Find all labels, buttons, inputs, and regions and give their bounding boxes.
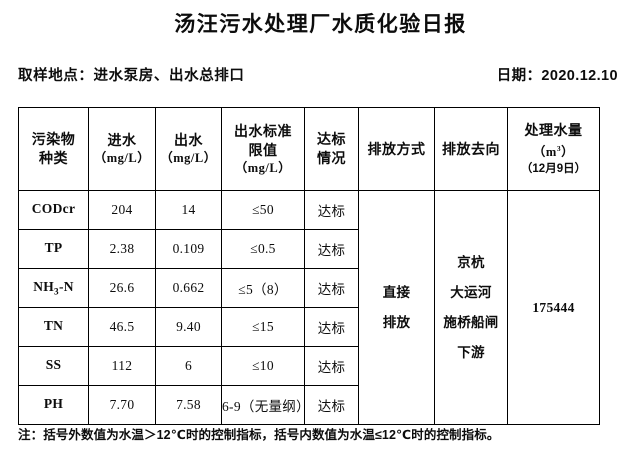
destination-line3: 施桥船闸 [443, 314, 499, 330]
cell-pollutant: TP [18, 229, 89, 269]
status-badge: 达标 [304, 307, 359, 347]
pollutant-subscript: 3 [54, 286, 59, 297]
header-pollutant: 污染物 种类 [18, 107, 89, 191]
table-row: PH 7.70 7.58 6-9（无量纲） 达标 [18, 385, 600, 425]
destination-line2: 大运河 [450, 284, 492, 300]
cell-pollutant: SS [18, 346, 89, 386]
cell-influent: 2.38 [88, 229, 156, 269]
cell-influent: 7.70 [88, 385, 156, 425]
table-footnote: 注：括号外数值为水温＞12℃时的控制指标，括号内数值为水温≤12℃时的控制指标。 [18, 428, 500, 442]
header-influent-label: 进水 [107, 132, 137, 148]
pollutant-prefix: NH [33, 279, 55, 295]
header-influent-unit: （mg/L） [93, 151, 151, 165]
header-compliance: 达标 情况 [304, 107, 359, 191]
cell-standard: ≤15 [221, 307, 305, 347]
cell-pollutant: NH3-N [18, 268, 89, 308]
discharge-method-line2: 排放 [382, 314, 411, 330]
cell-influent: 46.5 [88, 307, 156, 347]
header-compliance-line2: 情况 [317, 150, 346, 166]
header-standard-line1: 出水标准 [234, 122, 292, 139]
header-pollutant-line1: 污染物 [31, 131, 76, 147]
pollutant-prefix: CODcr [31, 201, 76, 217]
header-pollutant-line2: 种类 [39, 150, 68, 166]
cell-discharge-destination: 京杭 大运河 施桥船闸 下游 [434, 190, 508, 425]
pollutant-suffix: -N [58, 279, 74, 295]
header-discharge-destination: 排放去向 [434, 107, 508, 191]
status-badge: 达标 [304, 385, 359, 425]
cell-effluent: 6 [155, 346, 222, 386]
cell-pollutant: TN [18, 307, 89, 347]
sampling-location: 取样地点：进水泵房、出水总排口 [18, 68, 245, 84]
cell-pollutant: PH [18, 385, 89, 425]
page-title: 汤汪污水处理厂水质化验日报 [174, 13, 467, 36]
cell-standard: ≤5（8） [221, 268, 305, 308]
header-volume-unit: （m3） [508, 140, 599, 161]
table-row: CODcr 204 14 ≤50 达标 直接 排放 京杭 大运河 施桥船闸 下游 [18, 190, 600, 425]
header-treated-volume: 处理水量 （m3） （12月9日） [507, 107, 600, 191]
status-badge: 达标 [304, 229, 359, 269]
cell-influent: 204 [88, 190, 156, 230]
table-row: SS 112 6 ≤10 达标 [18, 346, 600, 386]
pollutant-prefix: TN [43, 318, 64, 334]
header-volume-line1: 处理水量 [524, 121, 583, 138]
header-influent: 进水 （mg/L） [88, 107, 156, 191]
header-standard-line2: 限值 [248, 141, 278, 158]
water-quality-table: 污染物 种类 进水 （mg/L） 出水 （mg/L） 出水标准 限值 （mg [18, 107, 600, 425]
header-standard-limit: 出水标准 限值 （mg/L） [221, 107, 305, 191]
status-badge: 达标 [304, 346, 359, 386]
destination-line1: 京杭 [457, 254, 485, 270]
pollutant-prefix: PH [43, 396, 64, 412]
table-row: NH3-N 26.6 0.662 ≤5（8） 达标 [18, 268, 600, 308]
header-effluent: 出水 （mg/L） [155, 107, 222, 191]
report-meta-row: 取样地点：进水泵房、出水总排口 日期：2020.12.10 [18, 64, 618, 90]
cell-effluent: 7.58 [155, 385, 222, 425]
cell-standard: ≤10 [221, 346, 305, 386]
water-quality-table-wrapper: 污染物 种类 进水 （mg/L） 出水 （mg/L） 出水标准 限值 （mg [18, 107, 600, 425]
report-date: 日期：2020.12.10 [496, 68, 618, 84]
header-compliance-line1: 达标 [317, 131, 346, 147]
destination-line4: 下游 [457, 344, 485, 360]
cell-standard: 6-9（无量纲） [221, 385, 310, 425]
cell-discharge-method: 直接 排放 [358, 190, 435, 425]
cell-effluent: 9.40 [155, 307, 222, 347]
cell-effluent: 14 [155, 190, 222, 230]
volume-unit-exponent: 3 [556, 143, 562, 153]
header-discharge-method: 排放方式 [358, 107, 435, 191]
cell-standard: ≤50 [221, 190, 305, 230]
status-badge: 达标 [304, 268, 359, 308]
cell-effluent: 0.662 [155, 268, 222, 308]
cell-pollutant: CODcr [18, 190, 89, 230]
cell-effluent: 0.109 [155, 229, 222, 269]
header-effluent-label: 出水 [174, 132, 203, 148]
header-standard-unit: （mg/L） [234, 160, 292, 175]
pollutant-prefix: SS [45, 357, 62, 373]
header-volume-note: （12月9日） [520, 163, 587, 176]
cell-standard: ≤0.5 [221, 229, 305, 269]
volume-unit-open: （m [532, 145, 557, 160]
cell-influent: 112 [88, 346, 156, 386]
table-row: TP 2.38 0.109 ≤0.5 达标 [18, 229, 600, 269]
cell-treated-volume: 175444 [507, 190, 600, 425]
discharge-method-line1: 直接 [382, 284, 411, 300]
table-row: TN 46.5 9.40 ≤15 达标 [18, 307, 600, 347]
header-effluent-unit: （mg/L） [160, 151, 217, 165]
pollutant-prefix: TP [44, 240, 63, 256]
volume-unit-close: ） [561, 145, 575, 160]
cell-influent: 26.6 [88, 268, 156, 308]
status-badge: 达标 [304, 190, 359, 230]
table-header-row: 污染物 种类 进水 （mg/L） 出水 （mg/L） 出水标准 限值 （mg [18, 107, 600, 191]
